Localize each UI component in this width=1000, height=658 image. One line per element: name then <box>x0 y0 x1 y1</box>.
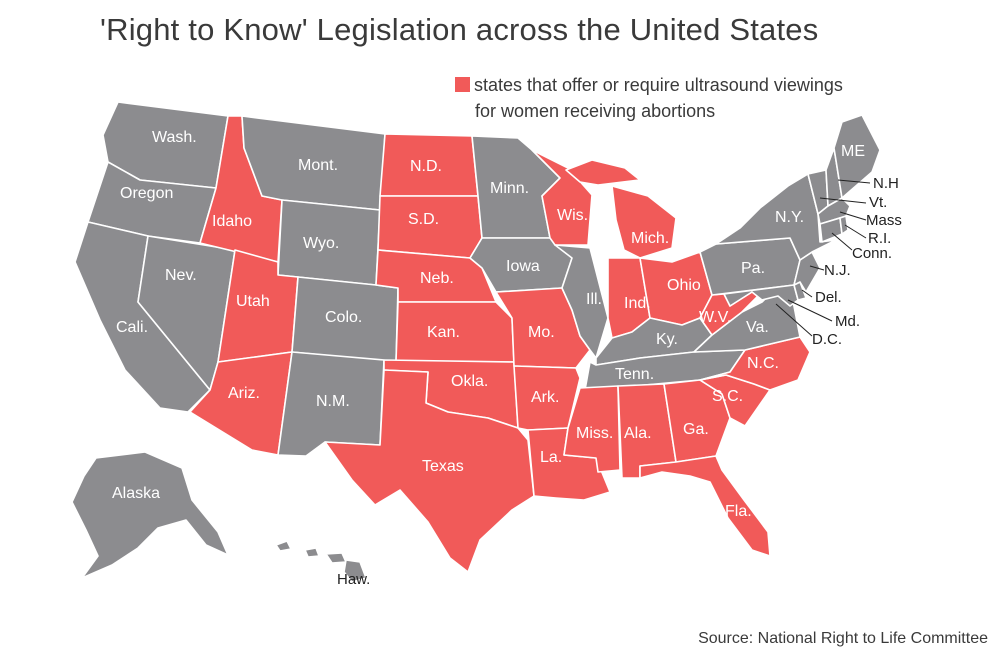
label-fl: Fla. <box>725 503 752 520</box>
label-mo: Mo. <box>528 324 555 341</box>
label-ks: Kan. <box>427 324 460 341</box>
leader-ri <box>844 224 867 239</box>
label-ok: Okla. <box>451 373 488 390</box>
label-md: Md. <box>835 313 860 330</box>
state-ak <box>71 451 229 579</box>
label-ny: N.Y. <box>775 209 804 226</box>
label-ma: Mass <box>866 212 902 229</box>
label-ut: Utah <box>236 293 270 310</box>
label-ky: Ky. <box>656 331 678 348</box>
label-hi: Haw. <box>337 571 370 588</box>
label-de: Del. <box>815 289 842 306</box>
source-note: Source: National Right to Life Committee <box>698 630 988 647</box>
state-ri <box>839 215 849 235</box>
label-dc: D.C. <box>812 331 842 348</box>
label-ia: Iowa <box>506 258 540 275</box>
label-va: Va. <box>746 319 769 336</box>
legend: states that offer or require ultrasound … <box>455 72 843 124</box>
label-ct: Conn. <box>852 245 892 262</box>
label-ak: Alaska <box>112 485 160 502</box>
label-or: Oregon <box>120 185 173 202</box>
state-hi-1 <box>275 540 292 552</box>
state-tx <box>324 369 535 573</box>
label-ga: Ga. <box>683 421 709 438</box>
leader-ma <box>839 211 867 221</box>
state-hi-4 <box>343 559 367 583</box>
label-ca: Cali. <box>116 319 148 336</box>
state-hi-2 <box>304 547 320 558</box>
label-tn: Tenn. <box>615 366 654 383</box>
label-in: Ind. <box>624 295 651 312</box>
label-wi: Wis. <box>557 207 588 224</box>
label-co: Colo. <box>325 309 362 326</box>
label-sd: S.D. <box>408 211 439 228</box>
label-nv: Nev. <box>165 267 197 284</box>
legend-text-1: states that offer or require ultrasound … <box>474 75 843 95</box>
label-vt: Vt. <box>869 194 887 211</box>
label-ar: Ark. <box>531 389 559 406</box>
label-oh: Ohio <box>667 277 701 294</box>
label-il: Ill. <box>586 291 602 308</box>
map-title: 'Right to Know' Legislation across the U… <box>100 12 819 47</box>
label-az: Ariz. <box>228 385 260 402</box>
label-me: ME <box>841 143 865 160</box>
label-tx: Texas <box>422 458 464 475</box>
leader-dc <box>775 303 813 337</box>
leader-ct <box>831 232 853 251</box>
legend-swatch <box>455 77 470 92</box>
label-la: La. <box>540 449 562 466</box>
leader-md <box>787 299 833 322</box>
state-fl <box>639 455 771 557</box>
label-mt: Mont. <box>298 157 338 174</box>
label-mn: Minn. <box>490 180 529 197</box>
label-ri: R.I. <box>868 230 891 247</box>
label-al: Ala. <box>624 425 652 442</box>
legend-line-2: for women receiving abortions <box>475 101 716 121</box>
state-mi-up <box>565 159 641 186</box>
leader-de <box>801 289 813 298</box>
leader-nj <box>809 265 825 271</box>
label-ms: Miss. <box>576 425 613 442</box>
leader-nh <box>837 179 871 184</box>
label-wa: Wash. <box>152 129 197 146</box>
label-ne: Neb. <box>420 270 454 287</box>
label-wy: Wyo. <box>303 235 339 252</box>
state-hi-3 <box>325 552 347 564</box>
label-nh: N.H <box>873 175 899 192</box>
state-mi <box>611 185 677 259</box>
label-mi: Mich. <box>631 230 669 247</box>
label-pa: Pa. <box>741 260 765 277</box>
label-nd: N.D. <box>410 158 442 175</box>
label-nj: N.J. <box>824 262 851 279</box>
leader-vt <box>819 197 867 204</box>
state-ny <box>715 173 837 261</box>
state-nc <box>699 336 811 391</box>
legend-line-1: states that offer or require ultrasound … <box>455 72 843 98</box>
label-nm: N.M. <box>316 393 350 410</box>
label-id: Idaho <box>212 213 252 230</box>
label-sc: S.C. <box>712 388 743 405</box>
label-wv: W.V. <box>699 309 731 326</box>
label-nc: N.C. <box>747 355 779 372</box>
state-il <box>554 244 609 359</box>
